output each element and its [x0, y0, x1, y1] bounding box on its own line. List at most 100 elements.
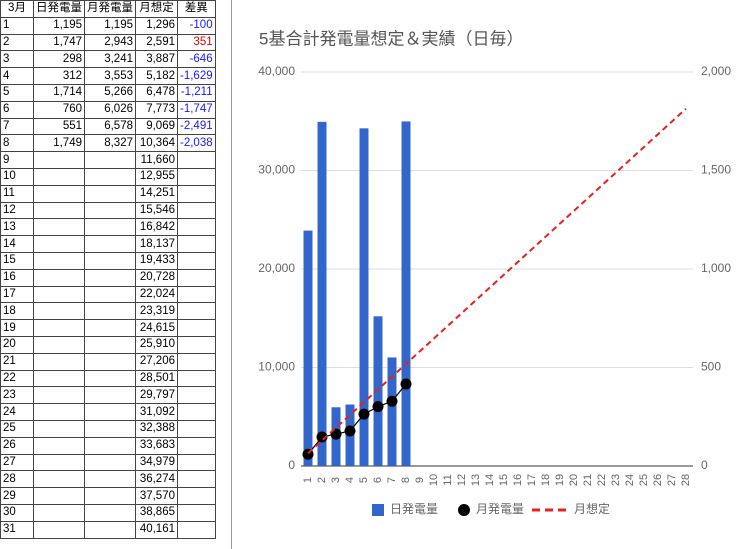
table-cell[interactable]: 8 — [0, 134, 34, 153]
table-cell[interactable]: -2,038 — [177, 134, 216, 153]
table-cell[interactable] — [33, 520, 85, 539]
table-cell[interactable] — [33, 470, 85, 489]
table-cell[interactable] — [84, 520, 136, 539]
table-cell[interactable]: 10,364 — [135, 134, 178, 153]
table-cell[interactable] — [33, 235, 85, 253]
table-cell[interactable]: 22 — [0, 369, 34, 388]
table-cell[interactable] — [177, 302, 216, 321]
table-cell[interactable] — [33, 453, 85, 472]
table-cell[interactable]: 15 — [0, 251, 34, 270]
table-cell[interactable] — [84, 218, 136, 237]
table-cell[interactable] — [84, 403, 136, 421]
table-cell[interactable] — [84, 419, 136, 438]
table-cell[interactable] — [177, 520, 216, 539]
table-cell[interactable] — [177, 453, 216, 472]
table-cell[interactable]: 20 — [0, 335, 34, 354]
table-cell[interactable] — [84, 369, 136, 388]
table-cell[interactable] — [84, 201, 136, 220]
table-cell[interactable]: 37,570 — [135, 487, 178, 505]
table-cell[interactable]: 40,161 — [135, 520, 178, 539]
table-cell[interactable]: 3,887 — [135, 50, 178, 69]
table-cell[interactable]: 24,615 — [135, 319, 178, 337]
table-cell[interactable] — [177, 268, 216, 287]
table-cell[interactable] — [33, 487, 85, 505]
table-cell[interactable] — [84, 302, 136, 321]
table-cell[interactable] — [177, 167, 216, 186]
table-cell[interactable]: 29 — [0, 487, 34, 505]
table-cell[interactable]: -1,629 — [177, 67, 216, 85]
table-cell[interactable] — [84, 251, 136, 270]
table-cell[interactable] — [177, 403, 216, 421]
table-cell[interactable]: 36,274 — [135, 470, 178, 489]
table-cell[interactable]: 312 — [33, 67, 85, 85]
table-cell[interactable]: 3月 — [0, 0, 34, 18]
table-cell[interactable]: 1,747 — [33, 33, 85, 52]
table-cell[interactable]: 3,241 — [84, 50, 136, 69]
table-cell[interactable]: 760 — [33, 100, 85, 119]
table-cell[interactable]: 3,553 — [84, 67, 136, 85]
table-cell[interactable]: 5,182 — [135, 67, 178, 85]
table-cell[interactable] — [33, 419, 85, 438]
table-cell[interactable] — [33, 302, 85, 321]
table-cell[interactable]: 32,388 — [135, 419, 178, 438]
table-cell[interactable]: 1,749 — [33, 134, 85, 153]
table-cell[interactable]: 月発電量 — [84, 0, 136, 18]
table-cell[interactable]: 13 — [0, 218, 34, 237]
table-cell[interactable] — [84, 503, 136, 522]
table-cell[interactable] — [33, 503, 85, 522]
table-cell[interactable]: 298 — [33, 50, 85, 69]
table-cell[interactable]: 31,092 — [135, 403, 178, 421]
table-cell[interactable]: 14,251 — [135, 184, 178, 203]
table-cell[interactable] — [33, 218, 85, 237]
table-cell[interactable] — [177, 503, 216, 522]
table-cell[interactable]: 5 — [0, 83, 34, 102]
table-cell[interactable] — [84, 235, 136, 253]
table-cell[interactable]: 2 — [0, 33, 34, 52]
table-cell[interactable] — [33, 335, 85, 354]
table-cell[interactable]: 9 — [0, 151, 34, 169]
table-cell[interactable] — [84, 335, 136, 354]
table-cell[interactable]: 27,206 — [135, 352, 178, 371]
table-cell[interactable]: 28,501 — [135, 369, 178, 388]
table-cell[interactable] — [177, 151, 216, 169]
table-cell[interactable]: -100 — [177, 16, 216, 35]
table-cell[interactable]: 16,842 — [135, 218, 178, 237]
table-cell[interactable] — [84, 167, 136, 186]
table-cell[interactable] — [177, 218, 216, 237]
table-cell[interactable]: 7 — [0, 117, 34, 136]
table-cell[interactable]: 2,943 — [84, 33, 136, 52]
table-cell[interactable]: 19 — [0, 319, 34, 337]
table-cell[interactable]: 1,714 — [33, 83, 85, 102]
table-cell[interactable] — [33, 251, 85, 270]
table-cell[interactable] — [177, 470, 216, 489]
table-cell[interactable] — [177, 251, 216, 270]
table-cell[interactable]: 6,026 — [84, 100, 136, 119]
table-cell[interactable]: 17 — [0, 285, 34, 304]
table-cell[interactable] — [177, 369, 216, 388]
table-cell[interactable]: 4 — [0, 67, 34, 85]
table-cell[interactable] — [177, 235, 216, 253]
table-cell[interactable]: 20,728 — [135, 268, 178, 287]
table-cell[interactable] — [177, 319, 216, 337]
table-cell[interactable]: 29,797 — [135, 386, 178, 405]
table-cell[interactable]: -646 — [177, 50, 216, 69]
table-cell[interactable] — [33, 184, 85, 203]
table-cell[interactable]: -1,747 — [177, 100, 216, 119]
table-cell[interactable]: 日発電量 — [33, 0, 85, 18]
table-cell[interactable] — [84, 285, 136, 304]
table-cell[interactable] — [177, 352, 216, 371]
table-cell[interactable]: 16 — [0, 268, 34, 287]
table-cell[interactable] — [177, 436, 216, 455]
table-cell[interactable]: 19,433 — [135, 251, 178, 270]
table-cell[interactable]: 1,195 — [33, 16, 85, 35]
table-cell[interactable]: 21 — [0, 352, 34, 371]
table-cell[interactable]: 差異 — [177, 0, 216, 18]
table-cell[interactable]: 1 — [0, 16, 34, 35]
table-cell[interactable]: 26 — [0, 436, 34, 455]
table-cell[interactable]: 6,578 — [84, 117, 136, 136]
table-cell[interactable]: 14 — [0, 235, 34, 253]
table-cell[interactable]: 34,979 — [135, 453, 178, 472]
table-cell[interactable] — [84, 386, 136, 405]
table-cell[interactable]: 12,955 — [135, 167, 178, 186]
table-cell[interactable] — [33, 285, 85, 304]
